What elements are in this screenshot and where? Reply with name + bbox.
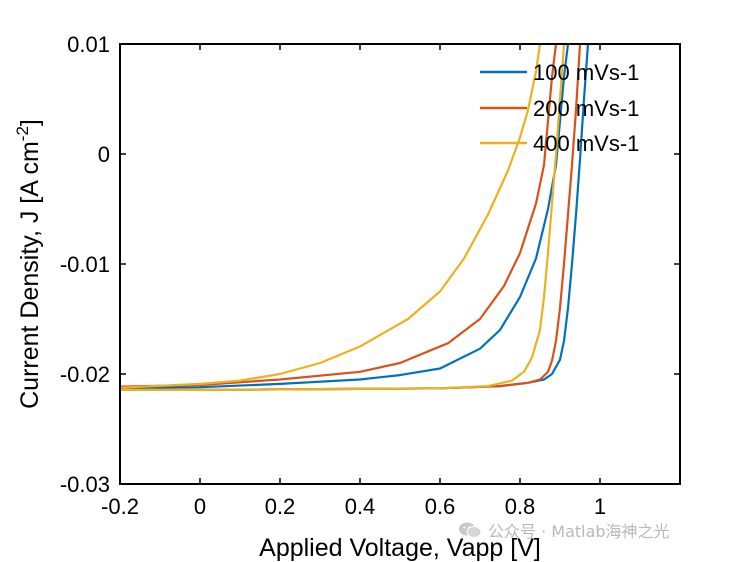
legend-label-400: 400 mVs-1	[533, 131, 639, 156]
legend-label-100: 100 mVs-1	[533, 60, 639, 85]
x-tick-label: 0.8	[505, 494, 536, 519]
x-tick-label: 0.2	[265, 494, 296, 519]
curves-layer	[119, 43, 590, 391]
x-tick-label: 0.6	[425, 494, 456, 519]
series-1-reverse-curve	[119, 43, 558, 388]
y-axis-label-main: Current Density, J [A cm	[16, 141, 44, 409]
legend: 100 mVs-1 200 mVs-1 400 mVs-1	[480, 60, 639, 156]
wechat-icon	[459, 522, 482, 538]
y-tick-label: -0.02	[60, 362, 110, 387]
watermark: 公众号 · Matlab海神之光	[458, 518, 670, 542]
x-tick-label: 1	[594, 494, 606, 519]
y-tick-label: 0.01	[67, 32, 110, 57]
legend-label-200: 200 mVs-1	[533, 96, 639, 121]
series-2-reverse-curve	[119, 43, 542, 389]
y-tick-label: -0.01	[60, 252, 110, 277]
x-tick-label: -0.2	[101, 494, 139, 519]
x-tick-label: 0	[194, 494, 206, 519]
y-tick-label: 0	[98, 142, 110, 167]
y-axis-label: Current Density, J [A cm-2]	[13, 119, 44, 409]
y-axis-label-exponent: -2	[13, 126, 32, 141]
x-tick-label: 0.4	[345, 494, 376, 519]
series-2-forward-curve	[120, 43, 566, 391]
ticks-layer: -0.2 0 0.2 0.4 0.6 0.8 1 -0.03 -0.02 -0.01 0 0.01	[60, 32, 680, 519]
y-axis-label-end: ]	[16, 119, 44, 126]
x-axis-label: Applied Voltage, Vapp [V]	[259, 534, 541, 562]
plot-area	[120, 44, 680, 484]
y-tick-label: -0.03	[60, 472, 110, 497]
watermark-text: 公众号 · Matlab海神之光	[488, 522, 670, 541]
series-0-reverse-curve	[119, 43, 570, 389]
